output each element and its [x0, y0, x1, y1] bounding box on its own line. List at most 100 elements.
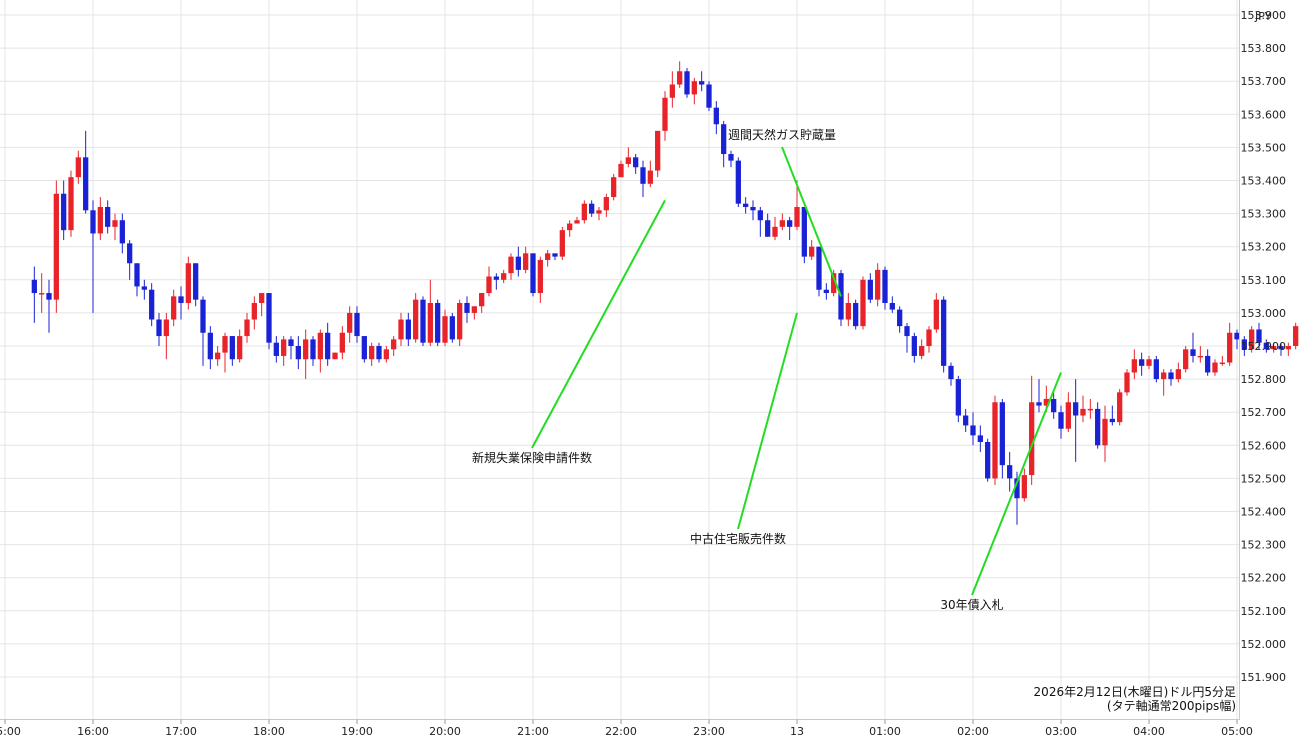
candle [537, 256, 543, 303]
candle [1249, 326, 1255, 353]
candle-body [317, 332, 323, 360]
candle [911, 332, 917, 363]
candle [772, 216, 778, 241]
candle-body [39, 293, 45, 295]
x-tick-label: 03:00 [1045, 725, 1077, 738]
candle [398, 312, 404, 346]
candle [1051, 392, 1057, 419]
candle-body [948, 365, 954, 380]
candle-body [295, 346, 301, 360]
candle [405, 312, 411, 346]
candle-body [1065, 402, 1071, 429]
candle [471, 306, 477, 320]
candle [933, 293, 939, 333]
candle-body [508, 256, 514, 274]
x-tick-label: 23:00 [693, 725, 725, 738]
candle-body [787, 220, 793, 227]
candle-body [273, 342, 279, 356]
y-tick-label: 153.300 [1241, 208, 1287, 221]
candle [816, 246, 822, 297]
candle [1197, 346, 1203, 363]
candle [413, 293, 419, 343]
x-tick-label: 16:00 [77, 725, 109, 738]
candle-body [992, 402, 998, 479]
candle [97, 197, 103, 241]
x-tick-label: 04:00 [1133, 725, 1165, 738]
candle-body [200, 299, 206, 333]
candle [1212, 359, 1218, 376]
candle-body [1087, 408, 1093, 411]
candle [53, 180, 59, 313]
candle [1241, 336, 1247, 356]
candle [999, 398, 1005, 479]
candle-body [281, 339, 287, 356]
candle [1168, 369, 1174, 386]
candle [244, 312, 250, 343]
candle [127, 240, 133, 280]
candle [171, 289, 177, 327]
candle-body [728, 154, 734, 161]
candle-body [185, 263, 191, 303]
x-tick-label: 20:00 [429, 725, 461, 738]
candle [970, 412, 976, 446]
x-tick-label: 22:00 [605, 725, 637, 738]
candle [530, 253, 536, 297]
candle-body [801, 206, 807, 257]
candle-body [809, 246, 815, 257]
candle-body [1219, 362, 1225, 365]
candle [860, 276, 866, 330]
candle [1102, 405, 1108, 462]
candle [442, 309, 448, 346]
candle [1161, 369, 1167, 396]
candle [633, 154, 639, 174]
candle [163, 312, 169, 360]
candle-body [1153, 359, 1159, 380]
candle-body [171, 296, 177, 320]
candle-body [178, 296, 184, 303]
candle-body [259, 293, 265, 303]
candle [552, 253, 558, 260]
candle-body [1058, 412, 1064, 429]
x-tick-label: 15:00 [0, 725, 21, 738]
candle [1271, 342, 1277, 353]
annotation: 新規失業保険申請件数 [472, 199, 666, 465]
candle-body [904, 326, 910, 337]
candle [281, 336, 287, 366]
candle-body [1256, 329, 1262, 343]
candle [1256, 322, 1262, 350]
candle [684, 67, 690, 98]
candle [486, 266, 492, 297]
candle-body [310, 339, 316, 360]
candle [765, 213, 771, 237]
candle-body [53, 193, 59, 300]
candle [1219, 355, 1225, 366]
candle [757, 206, 763, 237]
candle-body [581, 203, 587, 221]
candle [90, 200, 96, 313]
candle [339, 326, 345, 360]
candle [266, 293, 272, 350]
candle [303, 329, 309, 380]
candle-body [970, 425, 976, 436]
candle [728, 150, 734, 168]
candle [391, 336, 397, 356]
candle-body [244, 319, 250, 337]
candle [1139, 352, 1145, 376]
candle-body [354, 312, 360, 337]
candle-body [1146, 359, 1152, 366]
candle [515, 246, 521, 277]
candle-body [442, 316, 448, 343]
x-tick-label: 21:00 [517, 725, 549, 738]
candle-body [611, 177, 617, 198]
candle [867, 273, 873, 303]
candle [596, 206, 602, 221]
annotation-line [737, 312, 798, 530]
candle-body [347, 312, 353, 333]
candle [779, 213, 785, 231]
candle-body [493, 276, 499, 280]
candle [479, 293, 485, 313]
candle [251, 296, 257, 330]
candle-body [435, 302, 441, 343]
candle [992, 395, 998, 486]
